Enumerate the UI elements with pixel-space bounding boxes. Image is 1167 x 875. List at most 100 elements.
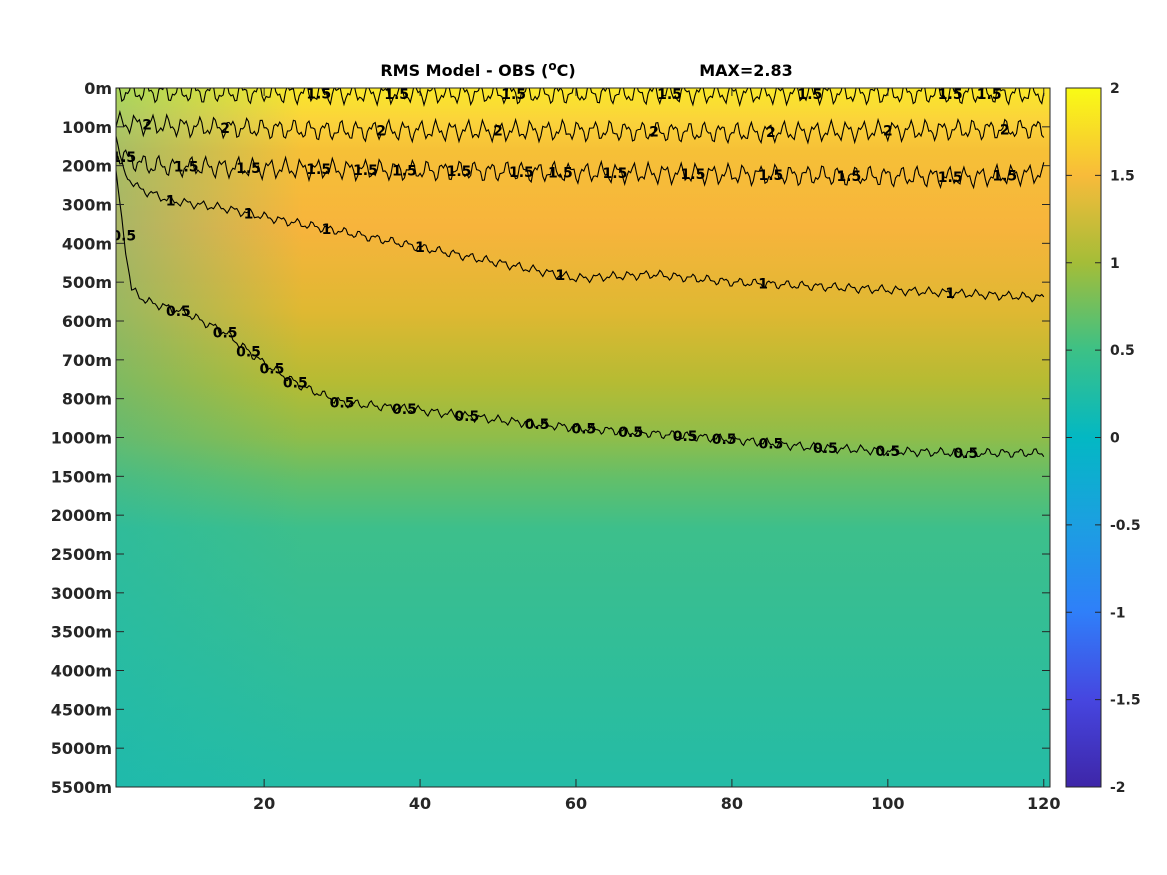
y-tick-label: 1000m bbox=[51, 429, 112, 448]
x-tick-label: 40 bbox=[409, 794, 431, 813]
contour-label: 0.5 bbox=[673, 429, 698, 445]
title-unit: C) bbox=[557, 61, 576, 80]
contour-lines bbox=[116, 88, 1045, 459]
contour-line-1-5 bbox=[116, 149, 1045, 190]
colorbar-tick-label: 2 bbox=[1110, 81, 1120, 97]
contour-line-1 bbox=[116, 135, 1045, 303]
contour-line-1-5 bbox=[116, 88, 1045, 108]
contour-label: 0.5 bbox=[712, 432, 737, 448]
contour-label: 2 bbox=[883, 124, 893, 140]
colorbar-ticks: 2 1.5 1 0.5 0 -0.5 -1 -1.5 -2 bbox=[1066, 81, 1141, 796]
contour-label: 1.5 bbox=[681, 167, 706, 183]
contour-label: 1.5 bbox=[174, 160, 199, 176]
y-tick-label: 0m bbox=[84, 79, 112, 98]
y-axis: 0m 100m 200m 300m 400m 500m 600m 700m 800m 1000m 1… bbox=[51, 79, 1050, 797]
contour-label: 2 bbox=[649, 125, 659, 141]
contour-label: 2 bbox=[142, 118, 152, 134]
contour-label: 1.5 bbox=[353, 163, 378, 179]
contour-label: 0.5 bbox=[758, 436, 783, 452]
contour-label: 1.5 bbox=[836, 169, 861, 185]
x-tick-label: 120 bbox=[1027, 794, 1060, 813]
contour-label: 2 bbox=[376, 124, 386, 140]
svg-text:RMS Model - OBS (oC): RMS Model - OBS (oC) bbox=[380, 59, 575, 80]
title-unit-superscript: o bbox=[548, 59, 556, 73]
y-tick-label: 400m bbox=[62, 234, 112, 253]
contour-label: 1.5 bbox=[657, 87, 682, 103]
x-axis: 20 40 60 80 100 120 bbox=[253, 88, 1060, 813]
contour-label: 0.5 bbox=[213, 326, 238, 342]
x-tick-label: 20 bbox=[253, 794, 275, 813]
x-tick-label: 60 bbox=[565, 794, 587, 813]
contour-label: 2 bbox=[220, 121, 230, 137]
contour-label: 1 bbox=[758, 277, 768, 293]
contour-label: 1 bbox=[556, 268, 566, 284]
contour-label: 1.5 bbox=[509, 165, 534, 181]
contour-label: 1.5 bbox=[392, 163, 417, 179]
contour-label: 1.5 bbox=[938, 87, 963, 103]
contour-label: 1.5 bbox=[236, 161, 261, 177]
contour-labels: 2 2 2 2 2 2 2 2 1.5 1.5 1.5 1.5 1.5 1.5 1.5 1.5 1.5 1.5 1.… bbox=[111, 87, 1017, 462]
y-tick-label: 5000m bbox=[51, 739, 112, 758]
contour-label: 0.5 bbox=[875, 444, 900, 460]
y-tick-label: 4000m bbox=[51, 662, 112, 681]
plot-area: 2 2 2 2 2 2 2 2 1.5 1.5 1.5 1.5 1.5 1.5 1.5 1.5 1.5 1.5 1.… bbox=[111, 87, 1050, 787]
contour-line-2 bbox=[116, 109, 1045, 145]
contour-line-0-5 bbox=[116, 170, 1045, 459]
heatmap-left-shade bbox=[116, 88, 1050, 787]
x-tick-label: 100 bbox=[871, 794, 904, 813]
contour-label: 0.5 bbox=[813, 441, 838, 457]
contour-label: 0.5 bbox=[953, 446, 978, 462]
title-main: RMS Model - OBS ( bbox=[380, 61, 548, 80]
y-tick-label: 1500m bbox=[51, 467, 112, 486]
y-tick-label: 3500m bbox=[51, 623, 112, 642]
y-tick-label: 4500m bbox=[51, 700, 112, 719]
colorbar-tick-label: -1 bbox=[1110, 605, 1126, 621]
title-max-value: MAX=2.83 bbox=[699, 61, 793, 80]
y-tick-label: 300m bbox=[62, 196, 112, 215]
y-tick-label: 100m bbox=[62, 118, 112, 137]
contour-label: 0.5 bbox=[618, 425, 643, 441]
contour-label: 1.5 bbox=[938, 170, 963, 186]
contour-label: 1.5 bbox=[992, 168, 1017, 184]
contour-label: 1.5 bbox=[501, 87, 526, 103]
contour-label: 1.5 bbox=[306, 162, 331, 178]
colorbar-tick-label: -2 bbox=[1110, 780, 1126, 796]
contour-label: 0.5 bbox=[166, 304, 191, 320]
y-tick-label: 3000m bbox=[51, 584, 112, 603]
contour-label: 1 bbox=[322, 222, 332, 238]
colorbar-tick-label: -1.5 bbox=[1110, 693, 1141, 709]
contour-label: 0.5 bbox=[236, 344, 261, 360]
colorbar-tick-label: -0.5 bbox=[1110, 518, 1141, 534]
y-tick-label: 500m bbox=[62, 273, 112, 292]
contour-label: 1.5 bbox=[797, 87, 822, 103]
contour-label: 1 bbox=[166, 194, 176, 210]
colorbar: 2 1.5 1 0.5 0 -0.5 -1 -1.5 -2 bbox=[1065, 81, 1141, 796]
contour-label: 1.5 bbox=[384, 87, 409, 103]
contour-label: 0.5 bbox=[260, 361, 285, 377]
contour-label: 1.5 bbox=[447, 164, 472, 180]
contour-label: 1.5 bbox=[306, 87, 331, 103]
y-tick-label: 2500m bbox=[51, 545, 112, 564]
contour-label: 1 bbox=[415, 240, 425, 256]
y-tick-label: 2000m bbox=[51, 506, 112, 525]
contour-label: 0.5 bbox=[392, 402, 417, 418]
y-tick-label: 5500m bbox=[51, 778, 112, 797]
contour-label: 2 bbox=[766, 125, 776, 141]
colorbar-tick-label: 1 bbox=[1110, 256, 1120, 272]
contour-label: 0.5 bbox=[111, 229, 136, 245]
contour-label: 1.5 bbox=[111, 150, 136, 166]
contour-label: 0.5 bbox=[454, 409, 479, 425]
x-tick-label: 80 bbox=[721, 794, 743, 813]
contour-label: 2 bbox=[1000, 122, 1010, 138]
contour-label: 0.5 bbox=[571, 421, 596, 437]
y-tick-label: 700m bbox=[62, 351, 112, 370]
contour-label: 1.5 bbox=[548, 165, 573, 181]
y-tick-label: 200m bbox=[62, 157, 112, 176]
contour-label: 1 bbox=[945, 286, 955, 302]
contour-label: 1.5 bbox=[758, 168, 783, 184]
contour-label: 1.5 bbox=[977, 87, 1002, 103]
chart-title: RMS Model - OBS (oC) MAX=2.83 bbox=[380, 59, 792, 80]
contour-label: 1 bbox=[244, 206, 254, 222]
y-tick-label: 600m bbox=[62, 312, 112, 331]
